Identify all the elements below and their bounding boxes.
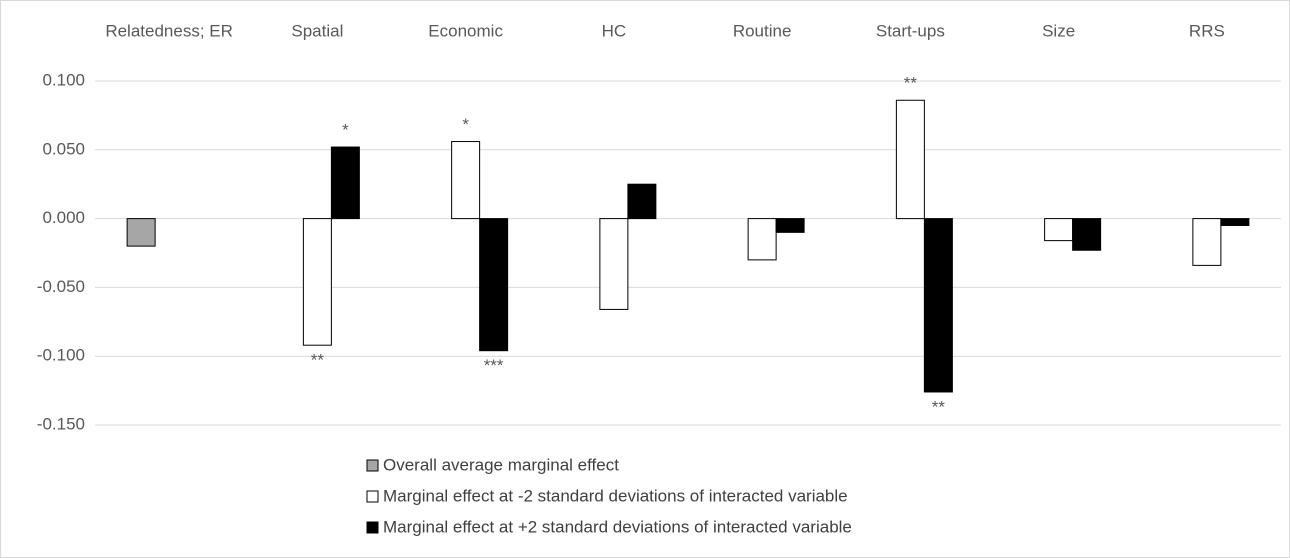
bar: [1044, 218, 1074, 242]
bar: [126, 218, 156, 247]
bar: [627, 183, 657, 220]
legend-swatch: [366, 459, 379, 472]
significance-label: **: [932, 397, 946, 416]
significance-label: **: [904, 74, 918, 93]
x-tick-label: Economic: [428, 21, 503, 40]
y-tick-label: -0.150: [37, 414, 85, 433]
bar: [1220, 218, 1250, 226]
x-tick-label: Relatedness; ER: [105, 21, 233, 40]
legend-label: Overall average marginal effect: [383, 455, 619, 474]
bar: [599, 218, 629, 310]
x-tick-label: HC: [602, 21, 627, 40]
legend-label: Marginal effect at +2 standard deviation…: [383, 517, 852, 536]
bar: [747, 218, 777, 261]
bar: [451, 141, 481, 220]
bar: [895, 99, 925, 220]
bar: [775, 218, 805, 233]
legend-swatch: [366, 490, 379, 503]
y-tick-label: 0.100: [42, 70, 85, 89]
legend-swatch: [366, 521, 379, 534]
x-tick-label: Size: [1042, 21, 1075, 40]
bar: [302, 218, 332, 346]
x-tick-label: Spatial: [291, 21, 343, 40]
y-tick-label: -0.100: [37, 346, 85, 365]
bar: [1192, 218, 1222, 266]
x-tick-label: Start-ups: [876, 21, 945, 40]
y-tick-label: 0.050: [42, 139, 85, 158]
y-tick-label: -0.050: [37, 277, 85, 296]
significance-label: ***: [484, 356, 504, 375]
y-tick-label: 0.000: [42, 208, 85, 227]
significance-label: **: [311, 351, 325, 370]
bar: [923, 218, 953, 393]
legend-label: Marginal effect at -2 standard deviation…: [383, 486, 848, 505]
bar: [479, 218, 509, 352]
significance-label: *: [462, 115, 469, 134]
significance-label: *: [342, 121, 349, 140]
bar: [1072, 218, 1102, 251]
bar: [330, 146, 360, 220]
x-tick-label: RRS: [1189, 21, 1225, 40]
x-tick-label: Routine: [733, 21, 792, 40]
